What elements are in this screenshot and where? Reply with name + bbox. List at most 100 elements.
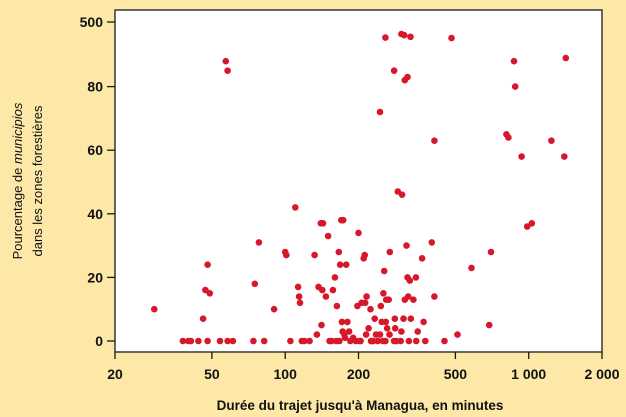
data-point-28 <box>311 251 318 259</box>
data-point-131 <box>390 67 398 74</box>
data-point-99 <box>404 293 412 300</box>
data-point-101 <box>406 277 414 284</box>
data-point-22 <box>294 283 302 291</box>
data-point-59 <box>355 229 362 237</box>
data-point-139 <box>407 33 414 41</box>
data-point-73 <box>371 315 379 323</box>
x-tick-label-1: 50 <box>204 366 220 382</box>
data-point-68 <box>365 325 372 332</box>
data-point-136 <box>382 34 389 41</box>
data-point-39 <box>329 286 337 294</box>
data-point-75 <box>374 337 382 345</box>
data-point-97 <box>403 242 410 249</box>
data-point-12 <box>229 337 237 345</box>
x-tick-label-6: 2 000 <box>584 366 619 382</box>
y-tick-label-4: 80 <box>87 79 103 95</box>
data-point-64 <box>361 251 369 259</box>
data-point-21 <box>292 204 299 211</box>
data-point-0 <box>151 305 158 313</box>
data-point-138 <box>400 31 408 39</box>
data-point-88 <box>386 248 394 256</box>
data-point-69 <box>367 305 374 313</box>
data-point-80 <box>380 290 387 297</box>
data-point-44 <box>336 337 343 345</box>
data-point-103 <box>410 296 417 304</box>
data-point-90 <box>391 315 399 323</box>
data-point-135 <box>398 191 406 198</box>
data-point-118 <box>523 223 531 230</box>
y-tick-label-2: 40 <box>87 206 103 222</box>
data-point-67 <box>363 293 370 300</box>
y-axis-title-prefix: Pourcentage de <box>10 164 25 259</box>
data-point-87 <box>386 331 393 338</box>
data-point-34 <box>319 220 327 227</box>
y-axis-title-italic: municipios <box>10 102 25 164</box>
data-point-114 <box>468 264 475 272</box>
data-point-10 <box>216 337 224 345</box>
data-point-100 <box>405 337 413 345</box>
data-point-61 <box>357 337 364 345</box>
data-point-104 <box>412 274 420 281</box>
data-point-35 <box>322 293 330 300</box>
data-point-82 <box>382 337 389 345</box>
data-point-45 <box>336 261 344 269</box>
y-axis-title: Pourcentage de municipios dans les zones… <box>10 102 45 259</box>
y-tick-label-3: 60 <box>87 142 103 158</box>
data-point-42 <box>333 302 341 310</box>
data-point-94 <box>398 328 405 335</box>
data-point-43 <box>335 248 343 256</box>
data-point-19 <box>281 248 289 256</box>
data-point-122 <box>222 57 230 65</box>
x-tick-label-3: 200 <box>347 366 371 382</box>
data-point-105 <box>412 337 420 345</box>
data-point-127 <box>510 57 518 65</box>
data-point-112 <box>441 337 448 345</box>
data-point-108 <box>420 318 427 326</box>
data-point-117 <box>518 153 525 160</box>
data-points <box>151 30 570 345</box>
data-point-111 <box>431 293 438 300</box>
data-point-53 <box>344 318 351 326</box>
x-tick-label-5: 1 000 <box>511 366 546 382</box>
x-axis-title: Durée du trajet jusqu'à Managua, en minu… <box>217 398 504 413</box>
data-point-123 <box>224 67 231 74</box>
data-point-1 <box>179 337 187 345</box>
y-axis-title-line1: Pourcentage de municipios <box>10 102 25 259</box>
data-point-120 <box>548 137 555 144</box>
data-point-106 <box>414 328 422 335</box>
y-axis-title-line2: dans les zones forestières <box>30 105 45 257</box>
data-point-130 <box>376 108 384 116</box>
data-point-128 <box>511 83 519 90</box>
data-point-38 <box>328 337 335 345</box>
data-point-124 <box>431 137 438 144</box>
data-point-52 <box>342 261 350 269</box>
data-point-32 <box>318 321 325 329</box>
data-point-66 <box>362 331 370 338</box>
data-point-81 <box>380 267 388 275</box>
data-point-107 <box>418 254 426 262</box>
x-tick-label-2: 100 <box>274 366 298 382</box>
data-point-24 <box>296 299 304 307</box>
data-point-9 <box>206 290 214 297</box>
data-point-26 <box>301 337 308 345</box>
y-tick-label-1: 20 <box>87 269 103 285</box>
data-point-110 <box>428 239 436 246</box>
data-point-133 <box>404 73 411 81</box>
data-point-4 <box>195 337 202 345</box>
x-tick-label-0: 20 <box>107 366 123 382</box>
data-point-17 <box>270 305 278 313</box>
data-point-113 <box>454 331 461 338</box>
data-point-47 <box>338 318 346 326</box>
y-tick-label-5: 500 <box>80 14 104 30</box>
x-axis-ticks: 20 50 100 200 500 1 000 2 000 <box>107 352 620 382</box>
data-point-5 <box>199 315 207 323</box>
data-point-91 <box>391 325 399 332</box>
data-point-49 <box>339 216 347 224</box>
data-point-7 <box>204 337 211 345</box>
data-point-3 <box>187 337 195 345</box>
data-point-29 <box>313 331 321 338</box>
plot-area <box>114 9 603 353</box>
data-point-83 <box>382 318 390 326</box>
data-point-15 <box>255 239 263 246</box>
